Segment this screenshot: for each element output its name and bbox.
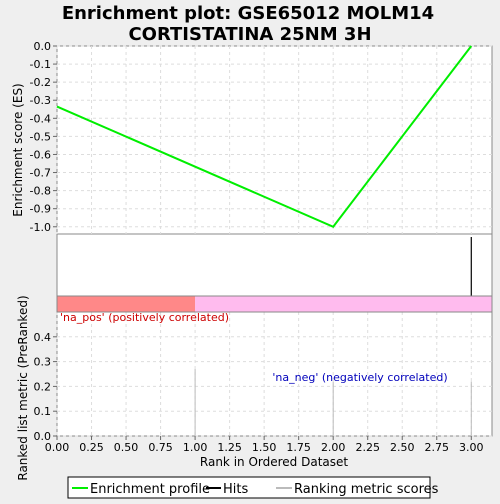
hits-panel	[56, 233, 493, 297]
legend-ranking-label: Ranking metric scores	[294, 482, 439, 497]
negative-band	[195, 296, 492, 312]
correlation-band	[56, 295, 493, 313]
legend-box	[67, 476, 431, 499]
legend-enrichment-label: Enrichment profile	[90, 482, 210, 497]
chart-title-line1: Enrichment plot: GSE65012 MOLM14	[62, 3, 434, 24]
metric-panel	[56, 311, 493, 437]
band-border	[56, 295, 493, 313]
metric-tick-label: 0.3	[34, 356, 52, 369]
x-tick-label: 2.25	[355, 441, 380, 454]
metric-tick-label: 0.0	[34, 430, 52, 443]
es-tick-label: -0.5	[30, 130, 51, 143]
x-tick-label: 2.00	[321, 441, 346, 454]
pos-label: 'na_pos' (positively correlated)	[60, 311, 229, 324]
x-tick-label: 2.75	[425, 441, 450, 454]
es-grid	[56, 45, 492, 234]
metric-tick-labels: 0.0 0.1 0.2 0.3 0.4	[34, 331, 57, 443]
x-tick-label: 0.00	[45, 441, 70, 454]
legend: Enrichment profile Hits Ranking metric s…	[67, 476, 439, 499]
es-tick-label: -0.2	[30, 76, 51, 89]
metric-axis-label: Ranked list metric (PreRanked)	[16, 295, 30, 480]
legend-hits-label: Hits	[223, 482, 248, 497]
metric-tick-label: 0.2	[34, 380, 52, 393]
x-tick-label: 0.50	[114, 441, 139, 454]
x-tick-label: 1.50	[252, 441, 277, 454]
x-tick-labels: 0.00 0.25 0.50 0.75 1.00 1.25 1.50 1.75 2.00 2.25…	[45, 436, 484, 454]
x-tick-label: 1.25	[217, 441, 242, 454]
neg-label: 'na_neg' (negatively correlated)	[272, 371, 447, 384]
enrichment-profile-series	[56, 45, 473, 228]
es-tick-label: -0.9	[30, 203, 51, 216]
es-axis-label: Enrichment score (ES)	[11, 83, 25, 216]
x-tick-label: 3.00	[459, 441, 484, 454]
metric-tick-label: 0.1	[34, 405, 52, 418]
positive-band	[57, 296, 196, 312]
es-tick-label: 0.0	[34, 40, 52, 53]
x-tick-label: 0.25	[79, 441, 104, 454]
es-tick-label: -1.0	[30, 221, 51, 234]
x-tick-label: 1.75	[286, 441, 311, 454]
es-panel	[56, 45, 493, 235]
es-tick-label: -0.3	[30, 94, 51, 107]
es-tick-label: -0.1	[30, 58, 51, 71]
es-tick-label: -0.4	[30, 112, 51, 125]
x-tick-label: 0.75	[148, 441, 173, 454]
es-tick-label: -0.6	[30, 148, 51, 161]
es-tick-label: -0.8	[30, 185, 51, 198]
x-tick-label: 1.00	[183, 441, 208, 454]
es-tick-labels: 0.0 -0.1 -0.2 -0.3 -0.4 -0.5 -0.6 -0.7 -0.8 -0.9 -…	[30, 40, 57, 234]
ranking-metric-series	[194, 369, 472, 436]
x-tick-label: 2.50	[390, 441, 415, 454]
es-tick-label: -0.7	[30, 167, 51, 180]
metric-tick-label: 0.4	[34, 331, 52, 344]
enrichment-profile-line	[56, 45, 473, 228]
x-axis-label: Rank in Ordered Dataset	[200, 455, 348, 469]
chart-title-line2: CORTISTATINA 25NM 3H	[128, 24, 371, 45]
